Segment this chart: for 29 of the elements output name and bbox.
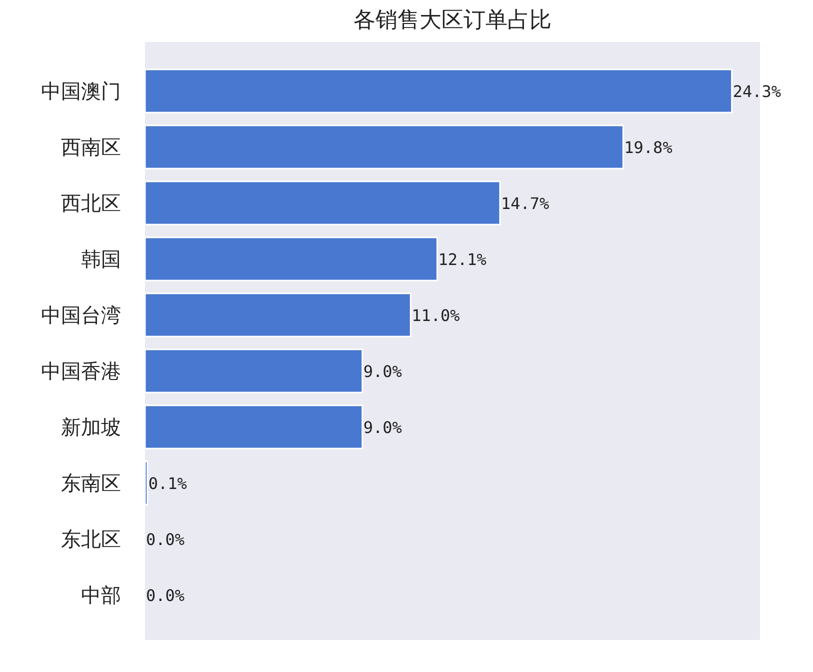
y-tick-label: 东北区 (61, 526, 121, 551)
y-tick-label: 新加坡 (61, 414, 121, 439)
bar (144, 236, 438, 282)
y-tick-label: 中国香港 (41, 358, 121, 383)
y-tick-label: 中国澳门 (41, 78, 121, 103)
y-tick-label: 西南区 (61, 134, 121, 159)
data-label: 24.3% (732, 82, 782, 101)
y-tick-label: 中部 (81, 582, 121, 607)
y-tick-label: 东南区 (61, 470, 121, 495)
bar (144, 292, 412, 338)
bar (144, 404, 364, 450)
data-label: 0.0% (146, 586, 185, 605)
data-label: 0.1% (148, 474, 188, 493)
bar (144, 180, 501, 226)
bar (144, 348, 364, 394)
data-label: 12.1% (438, 250, 487, 269)
data-label: 9.0% (363, 362, 402, 381)
data-label: 0.0% (146, 530, 185, 549)
bar (144, 124, 624, 170)
data-label: 14.7% (500, 194, 550, 213)
bar (144, 68, 733, 114)
y-tick-label: 西北区 (61, 190, 121, 215)
y-tick-label: 中国台湾 (41, 302, 121, 327)
data-label: 9.0% (363, 418, 402, 437)
data-label: 19.8% (624, 138, 673, 157)
y-tick-label: 韩国 (81, 246, 121, 271)
bar (144, 460, 148, 506)
data-label: 11.0% (412, 306, 460, 325)
chart-title: 各销售大区订单占比 (354, 8, 552, 33)
